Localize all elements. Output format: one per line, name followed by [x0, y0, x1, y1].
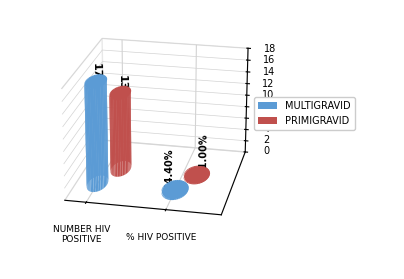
Legend: MULTIGRAVID, PRIMIGRAVID: MULTIGRAVID, PRIMIGRAVID [254, 97, 355, 130]
